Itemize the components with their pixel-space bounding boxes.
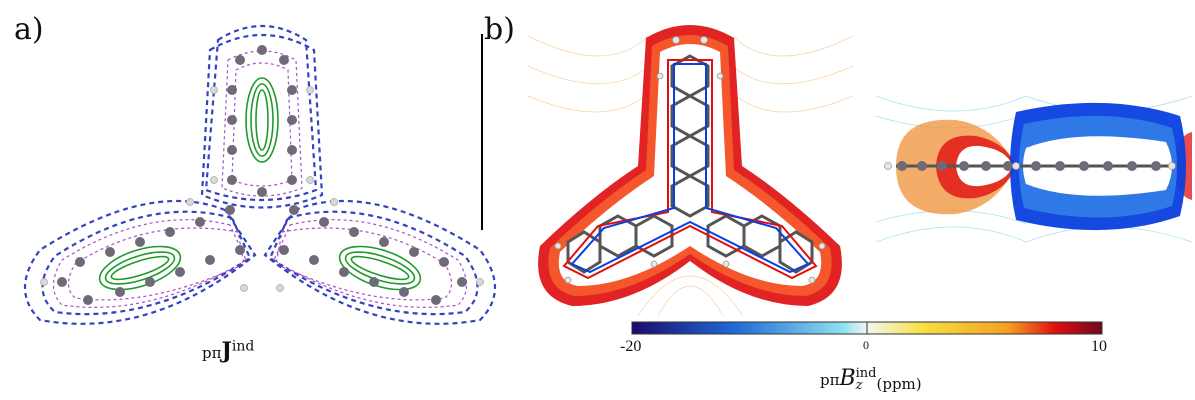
hydrogen-atoms-top <box>554 36 826 284</box>
molecular-rings <box>566 54 814 274</box>
carbon-atoms <box>57 45 467 305</box>
panel-a-label: a) <box>14 12 44 47</box>
field-caption-unit: (ppm) <box>876 375 922 393</box>
field-caption-prefix: pπ <box>820 371 840 389</box>
panel-b-label: b) <box>484 12 515 47</box>
hydrogen-atoms <box>40 86 484 292</box>
current-density-caption: pπJind <box>202 338 254 364</box>
caption-prefix: pπ <box>202 344 222 362</box>
negative-field-contour <box>570 63 810 274</box>
caption-symbol: J <box>221 338 232 364</box>
current-density-plot <box>23 24 497 325</box>
positive-field-contour <box>562 59 818 280</box>
field-caption-symbol: B <box>839 366 856 391</box>
colorbar <box>631 321 1103 335</box>
colorbar-tick-min: -20 <box>620 338 642 355</box>
colorbar-tick-zero: 0 <box>863 338 869 352</box>
paratropic-current <box>52 50 468 308</box>
side-atoms <box>897 161 1161 171</box>
shielding-field-caption: pπB ind z (ppm) <box>820 366 922 393</box>
diatropic-current-halo <box>23 24 497 325</box>
caption-superscript: ind <box>231 338 255 355</box>
shielding-map-side-view <box>875 95 1193 243</box>
field-caption-subscript: z <box>855 377 863 393</box>
colorbar-tick-max: 10 <box>1091 338 1107 355</box>
shielding-map-top-view <box>527 25 854 317</box>
field-caption-superscript: ind <box>855 365 877 381</box>
molecule-interior <box>558 44 822 286</box>
